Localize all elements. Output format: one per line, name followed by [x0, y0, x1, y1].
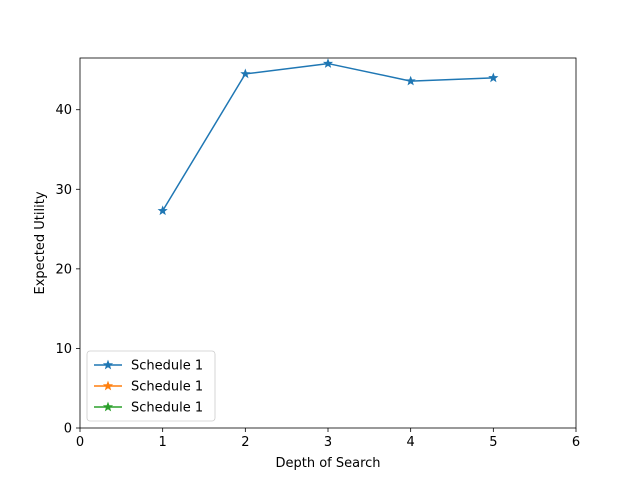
- data-point: [157, 205, 168, 216]
- x-tick-label: 1: [159, 435, 167, 450]
- legend-label: Schedule 1: [131, 380, 203, 395]
- y-tick-label: 30: [55, 183, 72, 198]
- y-axis-label: Expected Utility: [33, 191, 48, 294]
- data-point: [405, 75, 416, 86]
- data-point: [240, 68, 251, 79]
- data-point: [322, 58, 334, 68]
- legend-label: Schedule 1: [131, 359, 203, 374]
- legend-marker: [102, 380, 114, 391]
- x-axis-label: Depth of Search: [275, 456, 380, 471]
- y-tick-label: 40: [55, 103, 72, 118]
- x-tick-label: 5: [489, 435, 497, 450]
- y-tick-label: 10: [55, 342, 72, 357]
- legend-box: [86, 350, 216, 422]
- data-point: [488, 72, 499, 83]
- x-tick-label: 4: [407, 435, 415, 450]
- y-tick-label: 20: [55, 262, 72, 277]
- legend-marker: [102, 401, 114, 412]
- series-line-1: [162, 62, 494, 212]
- x-tick-label: 2: [241, 435, 249, 450]
- legend-marker: [102, 359, 114, 370]
- x-tick-label: 3: [324, 435, 332, 450]
- x-tick-label: 0: [76, 435, 84, 450]
- x-tick-label: 6: [572, 435, 580, 450]
- legend-label: Schedule 1: [131, 401, 203, 416]
- y-tick-label: 0: [64, 422, 72, 437]
